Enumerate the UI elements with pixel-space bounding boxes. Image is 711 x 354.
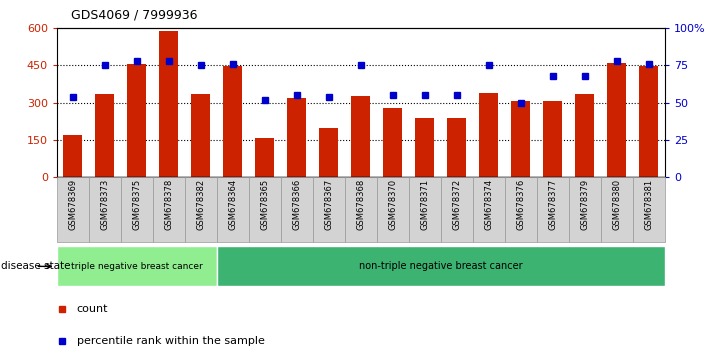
Text: GDS4069 / 7999936: GDS4069 / 7999936	[71, 9, 198, 22]
Text: GSM678372: GSM678372	[452, 179, 461, 230]
Bar	[505, 177, 537, 242]
Bar	[185, 177, 217, 242]
Bar	[351, 97, 370, 177]
Text: non-triple negative breast cancer: non-triple negative breast cancer	[359, 261, 523, 272]
Text: GSM678381: GSM678381	[644, 179, 653, 230]
Bar	[383, 108, 402, 177]
Text: count: count	[77, 304, 108, 314]
FancyBboxPatch shape	[57, 246, 217, 286]
Bar	[255, 138, 274, 177]
Text: GSM678365: GSM678365	[260, 179, 269, 230]
Text: GSM678366: GSM678366	[292, 179, 301, 230]
Text: GSM678374: GSM678374	[484, 179, 493, 230]
Bar	[569, 177, 601, 242]
Bar	[607, 63, 626, 177]
Text: GSM678376: GSM678376	[516, 179, 525, 230]
Bar	[639, 66, 658, 177]
Bar	[473, 177, 505, 242]
Text: percentile rank within the sample: percentile rank within the sample	[77, 336, 264, 346]
Bar	[575, 94, 594, 177]
Text: GSM678377: GSM678377	[548, 179, 557, 230]
Text: GSM678364: GSM678364	[228, 179, 237, 230]
Bar	[447, 118, 466, 177]
Bar	[217, 177, 249, 242]
Bar	[479, 93, 498, 177]
Bar	[537, 177, 569, 242]
Text: GSM678368: GSM678368	[356, 179, 365, 230]
Bar	[159, 31, 178, 177]
Bar	[95, 94, 114, 177]
Bar	[223, 66, 242, 177]
Bar	[441, 177, 473, 242]
Text: GSM678367: GSM678367	[324, 179, 333, 230]
Text: GSM678382: GSM678382	[196, 179, 205, 230]
Text: GSM678371: GSM678371	[420, 179, 429, 230]
Bar	[511, 102, 530, 177]
Bar	[313, 177, 345, 242]
Bar	[287, 98, 306, 177]
Bar	[281, 177, 313, 242]
Text: GSM678380: GSM678380	[612, 179, 621, 230]
Bar	[319, 128, 338, 177]
Bar	[633, 177, 665, 242]
Text: triple negative breast cancer: triple negative breast cancer	[71, 262, 203, 271]
Bar	[153, 177, 185, 242]
Bar	[249, 177, 281, 242]
Bar	[543, 101, 562, 177]
Bar	[409, 177, 441, 242]
Text: GSM678375: GSM678375	[132, 179, 141, 230]
Text: GSM678370: GSM678370	[388, 179, 397, 230]
Bar	[415, 118, 434, 177]
Bar	[127, 64, 146, 177]
Bar	[191, 94, 210, 177]
Text: GSM678373: GSM678373	[100, 179, 109, 230]
Bar	[63, 135, 82, 177]
Bar	[345, 177, 377, 242]
Bar	[121, 177, 153, 242]
Text: disease state: disease state	[1, 261, 70, 272]
Bar	[57, 177, 89, 242]
Text: GSM678379: GSM678379	[580, 179, 589, 230]
Text: GSM678378: GSM678378	[164, 179, 173, 230]
Bar	[89, 177, 121, 242]
Text: GSM678369: GSM678369	[68, 179, 77, 230]
Bar	[377, 177, 409, 242]
Bar	[601, 177, 633, 242]
FancyBboxPatch shape	[217, 246, 665, 286]
